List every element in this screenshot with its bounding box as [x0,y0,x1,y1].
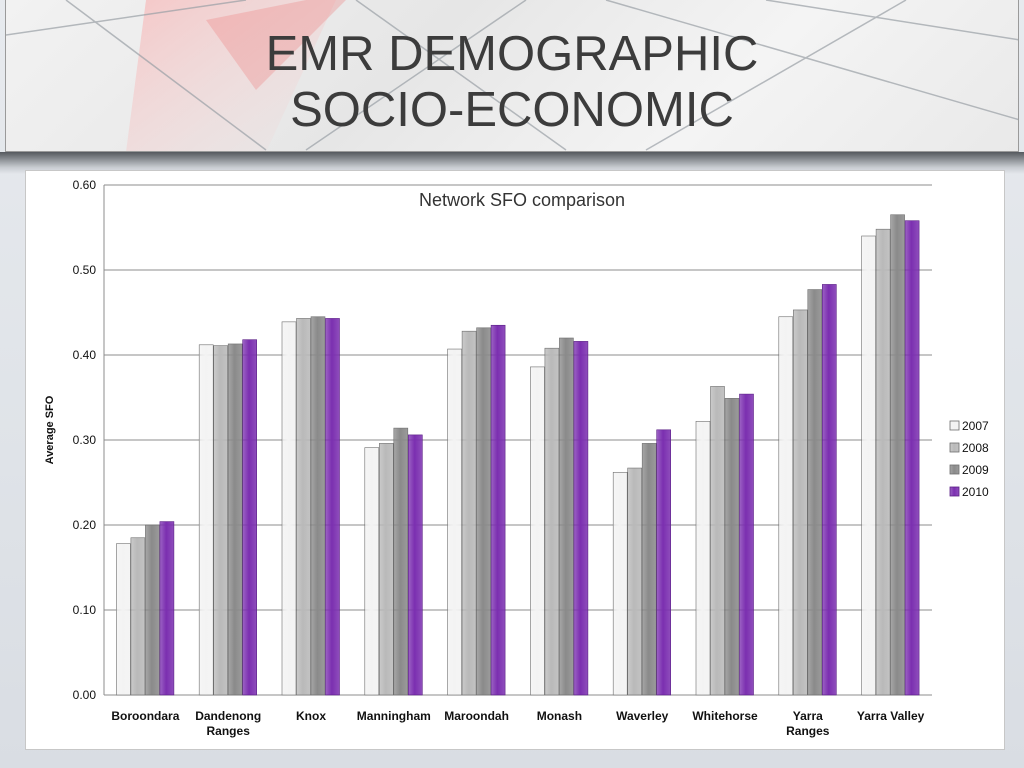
bar [530,366,545,696]
legend-swatch [949,442,960,453]
y-tick-label: 0.20 [73,518,97,532]
bar [393,427,409,696]
y-tick-label: 0.40 [73,348,97,362]
chart-title: Network SFO comparison [418,190,626,210]
legend-swatch [949,464,960,475]
bar [198,344,214,696]
bar [544,347,560,696]
bar [447,348,462,696]
x-tick-label: Manningham [357,709,431,723]
legend-swatch [949,486,960,497]
x-tick-label: Yarra Valley [857,709,925,723]
bar [407,434,423,696]
bar [573,341,589,696]
x-tick-label: Knox [296,709,326,723]
y-tick-label: 0.10 [73,603,97,617]
header-shadow [0,152,1024,174]
slide-header [5,0,1019,152]
y-tick-label: 0.30 [73,433,97,447]
y-axis-label: Average SFO [44,395,56,464]
legend-label: 2008 [962,441,989,455]
bar [739,393,754,696]
bar [710,386,725,696]
bar [904,220,920,696]
x-tick-label: Boroondara [111,709,179,723]
bar [490,324,506,696]
x-tick-label: Whitehorse [692,709,758,723]
bar [364,447,380,696]
bar [695,420,711,696]
bar [213,345,228,696]
x-tick-label: Dandenong Ranges [195,709,261,738]
bar [890,214,905,696]
bar [875,228,891,696]
bar [612,471,628,696]
bar [641,443,657,696]
bar [807,289,823,696]
bar [476,327,491,696]
bar [281,321,297,696]
legend-swatch [949,420,960,431]
bar [559,337,574,696]
bar [145,524,160,696]
legend-label: 2010 [962,485,989,499]
x-tick-label: Yarra Ranges [786,709,830,738]
bar [159,521,175,696]
bar [310,316,326,696]
bar [821,284,837,696]
chart-panel [25,170,1005,750]
slide-title-line-1: EMR DEMOGRAPHIC [265,27,759,81]
y-tick-label: 0.00 [73,688,97,702]
y-tick-label: 0.50 [73,263,97,277]
bar [325,318,340,696]
bar [724,398,740,696]
x-tick-label: Monash [537,709,582,723]
bar [627,467,643,696]
bar [116,543,131,696]
x-tick-label: Maroondah [444,709,509,723]
legend-label: 2009 [962,463,989,477]
bar [296,318,311,696]
bar [861,235,876,696]
x-tick-label: Waverley [616,709,669,723]
bar [656,429,672,696]
bar [461,330,477,696]
slide-title-line-2: SOCIO-ECONOMIC [290,83,734,137]
slide-title: EMR DEMOGRAPHIC SOCIO-ECONOMIC [0,26,1024,138]
bar [378,443,394,696]
bar [227,343,243,696]
bar [242,339,257,696]
bar [778,316,794,696]
bar [130,537,146,696]
y-tick-label: 0.60 [73,178,97,192]
header-decoration [6,0,1018,151]
legend-label: 2007 [962,419,989,433]
bar [792,309,808,696]
